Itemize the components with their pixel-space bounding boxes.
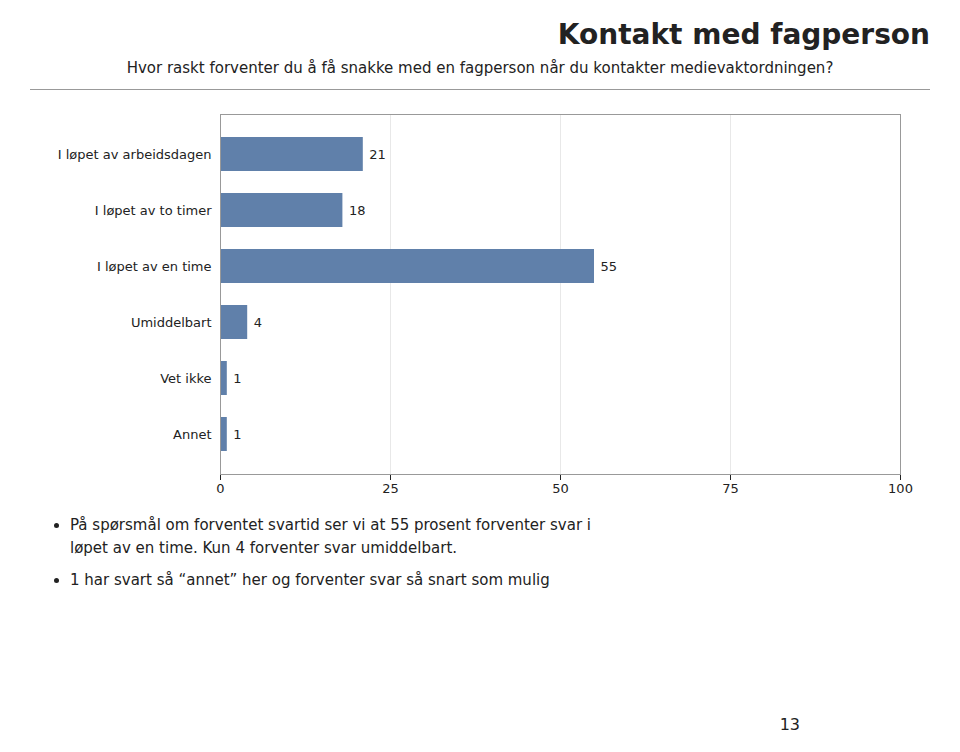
html-text:1 har svart så “annet” her og: 1 har svart så “annet” her og forventer …: [70, 571, 550, 589]
svg-text:55: 55: [601, 259, 618, 274]
svg-text:1: 1: [233, 427, 241, 442]
html-text:13: 13: [779, 715, 800, 734]
svg-text:I løpet av to timer: I løpet av to timer: [95, 203, 212, 218]
svg-text:I løpet av arbeidsdagen: I løpet av arbeidsdagen: [58, 147, 212, 162]
html-text:Kontakt med fagperson: Kontakt med fagperson: [557, 18, 930, 51]
html-text:På spørsmål om forventet svart: På spørsmål om forventet svartid ser vi …: [70, 516, 591, 534]
svg-text:Vet ikke: Vet ikke: [160, 371, 211, 386]
svg-text:100: 100: [888, 481, 913, 496]
svg-text:21: 21: [369, 147, 386, 162]
svg-text:18: 18: [349, 203, 366, 218]
svg-text:25: 25: [382, 481, 399, 496]
svg-text:0: 0: [216, 481, 224, 496]
svg-text:Umiddelbart: Umiddelbart: [131, 315, 212, 330]
svg-text:Annet: Annet: [173, 427, 211, 442]
html-text:Hvor raskt forventer du å få s: Hvor raskt forventer du å få snakke med …: [126, 59, 834, 77]
svg-text:75: 75: [722, 481, 739, 496]
html-text:løpet av en time. Kun 4 forven: løpet av en time. Kun 4 forventer svar u…: [70, 538, 458, 557]
svg-text:1: 1: [233, 371, 241, 386]
svg-text:50: 50: [552, 481, 569, 496]
svg-text:I løpet av en time: I løpet av en time: [97, 259, 212, 274]
svg-text:4: 4: [254, 315, 262, 330]
